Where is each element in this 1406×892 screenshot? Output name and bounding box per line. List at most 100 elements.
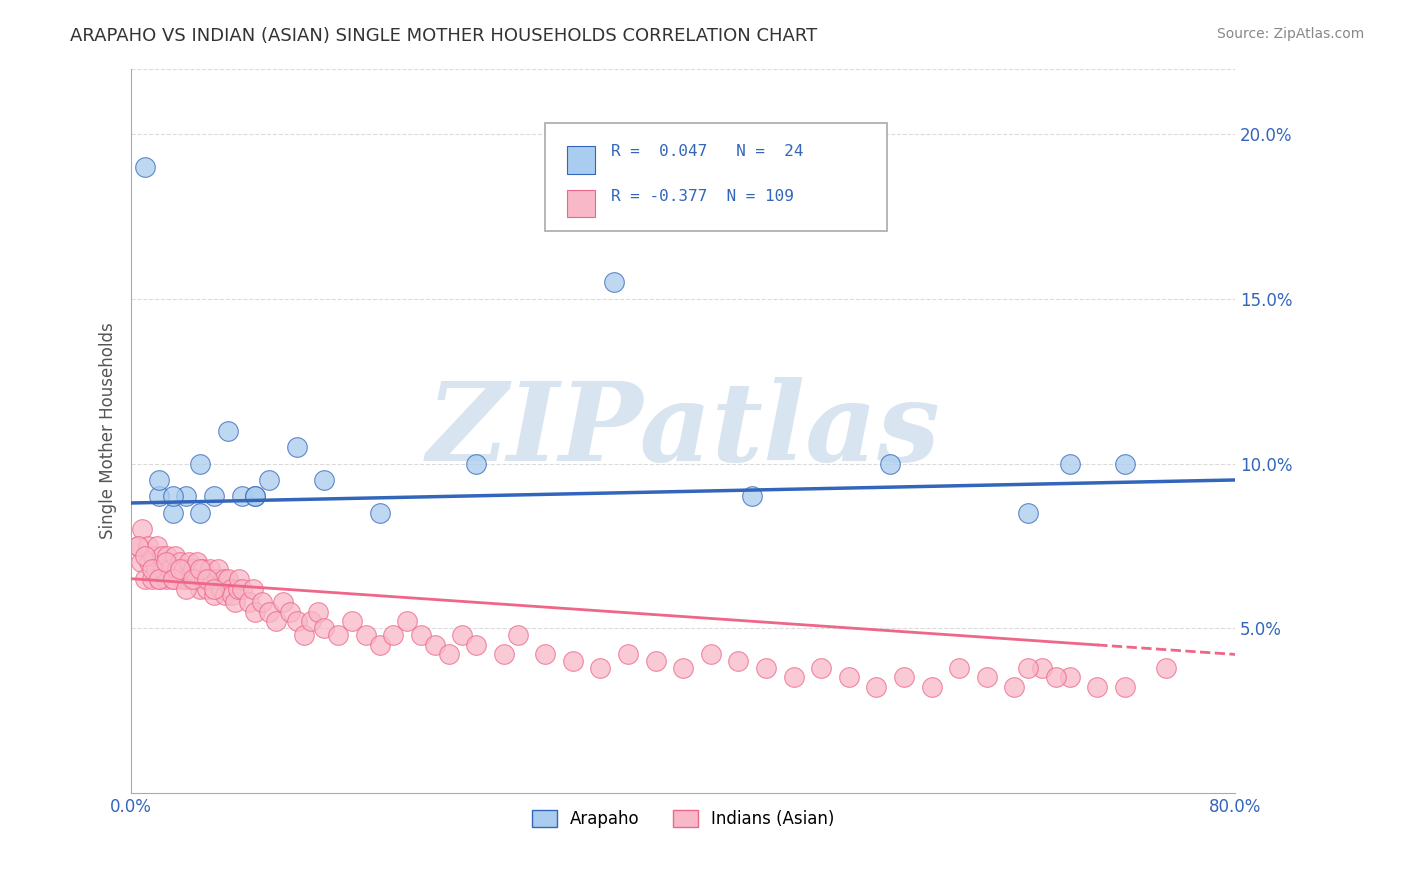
Point [231, 490, 253, 504]
Point [328, 628, 350, 642]
Point [368, 638, 391, 652]
Text: R = -0.377  N = 109: R = -0.377 N = 109 [612, 189, 794, 204]
FancyBboxPatch shape [546, 123, 887, 231]
Point [162, 490, 184, 504]
Point [396, 615, 419, 629]
Point [465, 457, 488, 471]
Point [423, 638, 446, 652]
Point [127, 539, 149, 553]
Point [810, 660, 832, 674]
Point [976, 670, 998, 684]
Point [893, 670, 915, 684]
Point [224, 595, 246, 609]
Point [165, 549, 187, 563]
Point [382, 628, 405, 642]
Point [879, 457, 901, 471]
Point [188, 506, 211, 520]
Point [271, 595, 294, 609]
Point [465, 638, 488, 652]
Point [221, 588, 243, 602]
Text: R =  0.047   N =  24: R = 0.047 N = 24 [612, 145, 804, 160]
Point [195, 582, 218, 596]
Point [202, 588, 225, 602]
Point [561, 654, 583, 668]
Point [180, 572, 202, 586]
Point [205, 572, 228, 586]
Text: ZIPatlas: ZIPatlas [426, 376, 941, 484]
Point [188, 457, 211, 471]
Point [257, 473, 280, 487]
Point [314, 473, 336, 487]
Point [169, 562, 191, 576]
Point [589, 660, 612, 674]
Point [354, 628, 377, 642]
Point [1059, 457, 1081, 471]
Point [238, 595, 260, 609]
Point [921, 681, 943, 695]
Point [176, 572, 198, 586]
Y-axis label: Single Mother Households: Single Mother Households [100, 322, 117, 539]
Point [1045, 670, 1067, 684]
Point [252, 595, 274, 609]
Point [148, 572, 170, 586]
Point [782, 670, 804, 684]
Point [231, 582, 253, 596]
Point [865, 681, 887, 695]
Point [1017, 506, 1039, 520]
Point [755, 660, 778, 674]
Point [492, 648, 515, 662]
Point [264, 615, 287, 629]
Legend: Arapaho, Indians (Asian): Arapaho, Indians (Asian) [524, 804, 841, 835]
Point [1059, 670, 1081, 684]
Point [141, 562, 163, 576]
Point [1002, 681, 1025, 695]
Point [146, 539, 169, 553]
Point [200, 572, 222, 586]
Point [948, 660, 970, 674]
Point [1154, 660, 1177, 674]
Point [195, 572, 218, 586]
Point [142, 549, 165, 563]
Text: Source: ZipAtlas.com: Source: ZipAtlas.com [1216, 27, 1364, 41]
Point [245, 490, 267, 504]
Point [368, 506, 391, 520]
Point [183, 572, 205, 586]
Point [156, 549, 179, 563]
Point [451, 628, 474, 642]
Point [506, 628, 529, 642]
Point [278, 605, 301, 619]
Point [285, 615, 308, 629]
Point [214, 588, 236, 602]
Point [188, 582, 211, 596]
Point [134, 161, 156, 175]
Bar [567, 190, 595, 217]
Point [198, 562, 221, 576]
Point [159, 562, 181, 576]
Point [534, 648, 557, 662]
Point [162, 572, 184, 586]
Point [150, 549, 173, 563]
Point [145, 562, 167, 576]
Point [245, 605, 267, 619]
Point [191, 562, 214, 576]
Bar [567, 146, 595, 174]
Point [134, 549, 156, 563]
Point [148, 473, 170, 487]
Point [437, 648, 460, 662]
Point [184, 572, 207, 586]
Text: ARAPAHO VS INDIAN (ASIAN) SINGLE MOTHER HOUSEHOLDS CORRELATION CHART: ARAPAHO VS INDIAN (ASIAN) SINGLE MOTHER … [70, 27, 817, 45]
Point [207, 562, 229, 576]
Point [700, 648, 723, 662]
Point [162, 572, 184, 586]
Point [141, 572, 163, 586]
Point [314, 621, 336, 635]
Point [217, 572, 239, 586]
Point [838, 670, 860, 684]
Point [202, 490, 225, 504]
Point [155, 555, 177, 569]
Point [166, 562, 188, 576]
Point [136, 539, 159, 553]
Point [226, 582, 249, 596]
Point [188, 562, 211, 576]
Point [169, 555, 191, 569]
